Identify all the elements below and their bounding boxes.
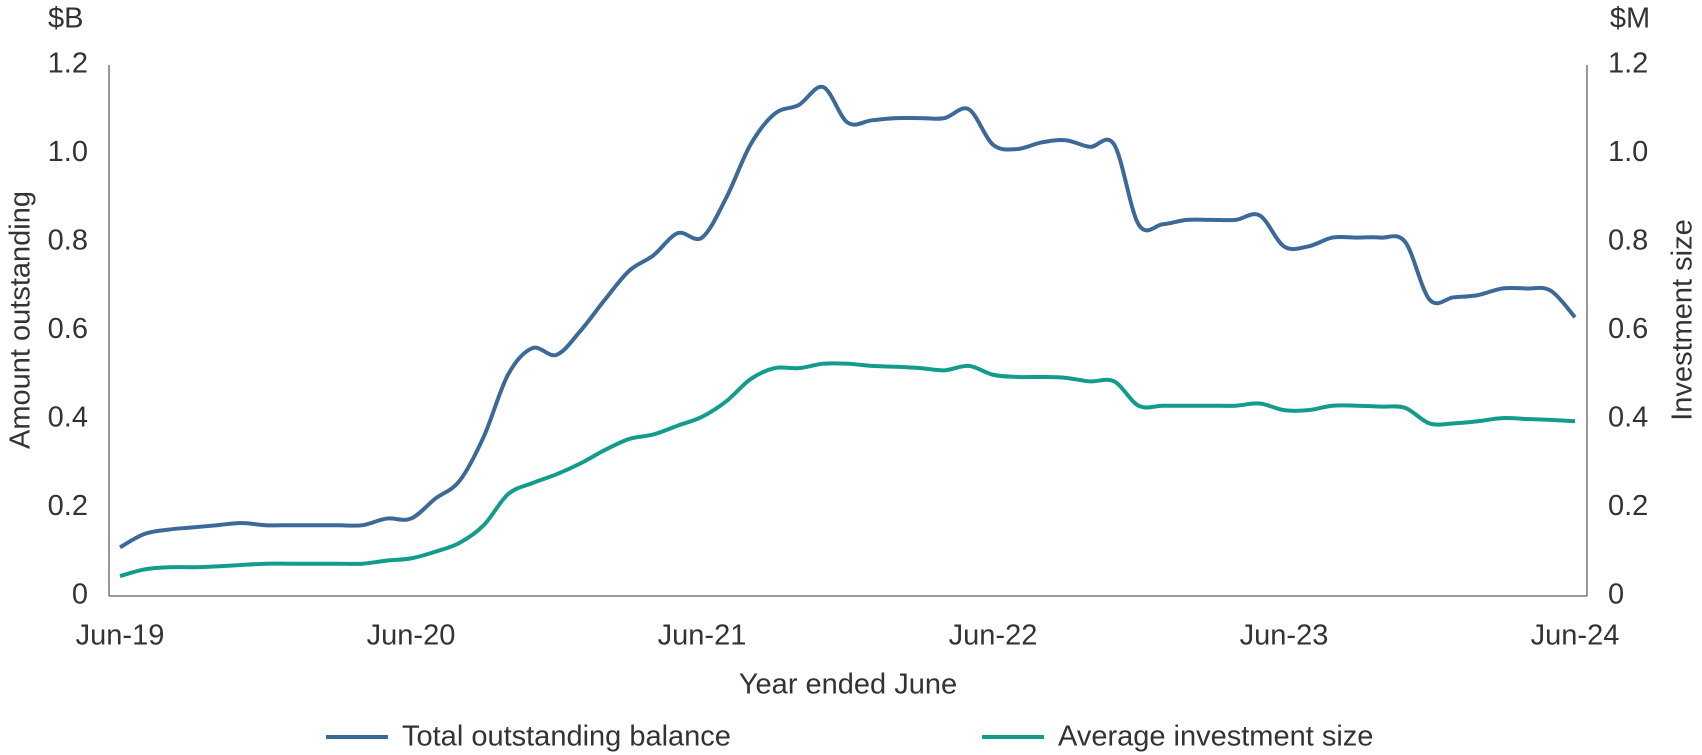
x-tick-label: Jun-19: [76, 620, 165, 652]
y-tick-label: 0.2: [48, 490, 88, 522]
x-axis-title: Year ended June: [739, 669, 957, 701]
y2-tick-label: 0.2: [1608, 490, 1648, 522]
y-tick-label: 1.2: [48, 48, 88, 80]
y2-axis-title: Investment size: [1667, 219, 1699, 420]
y-tick-label: 0.4: [48, 402, 88, 434]
y-tick-label: 0: [72, 579, 88, 611]
x-tick-label: Jun-21: [658, 620, 747, 652]
y2-tick-label: 0.4: [1608, 402, 1648, 434]
y-tick-label: 1.0: [48, 136, 88, 168]
x-tick-label: Jun-22: [949, 620, 1038, 652]
data-line: [119, 361, 1576, 579]
x-tick-label: Jun-20: [367, 620, 456, 652]
y-tick-label: 0.8: [48, 225, 88, 257]
y-axis-title: Amount outstanding: [5, 191, 37, 449]
y2-tick-label: 0: [1608, 579, 1624, 611]
x-tick-label: Jun-24: [1531, 620, 1620, 652]
y2-tick-label: 0.8: [1608, 225, 1648, 257]
y2-unit: $M: [1610, 3, 1650, 35]
y-tick-label: 0.6: [48, 313, 88, 345]
y2-tick-label: 1.0: [1608, 136, 1648, 168]
y2-tick-label: 0.6: [1608, 313, 1648, 345]
data-line: [119, 84, 1577, 550]
y-unit: $B: [48, 3, 83, 35]
legend-label: Total outstanding balance: [402, 721, 731, 753]
x-tick-label: Jun-23: [1240, 620, 1329, 652]
legend-label: Average investment size: [1058, 721, 1373, 753]
y2-tick-label: 1.2: [1608, 48, 1648, 80]
